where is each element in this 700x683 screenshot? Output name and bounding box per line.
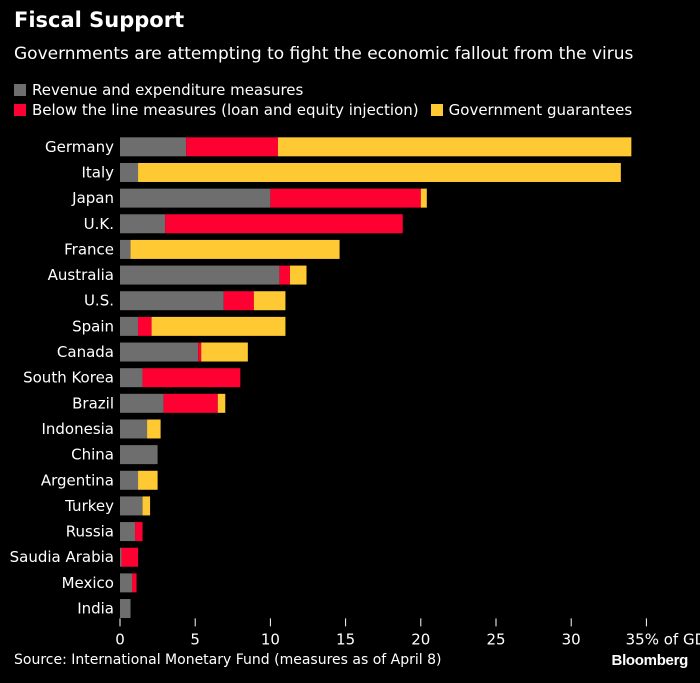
bar-germany-below-line [186,137,278,157]
legend-row-2: Below the line measures (loan and equity… [14,101,644,119]
bar-u-k-below-line [165,214,403,234]
x-tick-label-20: 20 [411,630,430,648]
category-label-italy: Italy [81,163,114,181]
bar-canada-below-line [198,342,202,362]
bar-spain-guarantees [151,316,286,336]
legend-item-guarantees: Government guarantees [430,101,633,119]
bar-u-s-below-line [223,291,254,311]
x-tick-label-25: 25 [486,630,505,648]
bar-australia-revenue [120,265,280,285]
bar-argentina-revenue [120,470,139,490]
source-note: Source: International Monetary Fund (mea… [14,652,442,668]
category-label-saudia-arabia: Saudia Arabia [10,548,114,566]
bar-mexico-below-line [132,573,137,593]
bar-india-revenue [120,599,131,619]
bar-italy-guarantees [138,162,621,182]
bar-u-s-revenue [120,291,224,311]
legend-row-1: Revenue and expenditure measures [14,81,315,99]
bar-saudia-arabia-revenue [120,547,122,567]
bar-brazil-below-line [163,393,218,413]
category-label-russia: Russia [66,523,114,541]
category-label-argentina: Argentina [41,471,114,489]
bar-indonesia-guarantees [147,419,161,439]
category-label-turkey: Turkey [64,497,114,515]
bar-u-k-revenue [120,214,166,234]
bar-mexico-revenue [120,573,133,593]
category-label-u-k: U.K. [84,215,114,233]
legend-swatch-below-line [14,104,26,116]
bloomberg-logo: Bloomberg [611,652,689,669]
legend-swatch-guarantees [430,104,443,116]
category-label-u-s: U.S. [84,292,114,310]
category-label-japan: Japan [71,189,114,207]
bar-brazil-guarantees [217,393,226,413]
bar-indonesia-revenue [120,419,148,439]
legend-label-below-line: Below the line measures (loan and equity… [32,101,419,119]
bar-germany-revenue [120,137,187,157]
bar-france-revenue [120,239,131,259]
category-label-brazil: Brazil [72,394,114,412]
x-tick-label-0: 0 [115,630,125,648]
legend-label-guarantees: Government guarantees [448,101,633,119]
bar-japan-guarantees [420,188,427,208]
legend-item-below-line: Below the line measures (loan and equity… [14,101,419,119]
bar-russia-below-line [135,522,143,542]
category-label-spain: Spain [72,317,114,335]
x-tick-label-30: 30 [562,630,581,648]
category-label-china: China [71,446,114,464]
bar-canada-guarantees [201,342,248,362]
x-tick-label-10: 10 [261,630,280,648]
bar-germany-guarantees [277,137,632,157]
bar-france-guarantees [130,239,340,259]
category-label-australia: Australia [48,266,114,284]
bar-australia-below-line [279,265,290,285]
bar-spain-below-line [138,316,152,336]
category-label-france: France [64,240,114,258]
legend-swatch-revenue [14,84,26,96]
bar-saudia-arabia-below-line [121,547,139,567]
category-label-mexico: Mexico [62,574,114,592]
bar-u-s-guarantees [253,291,286,311]
bar-brazil-revenue [120,393,164,413]
bar-south-korea-below-line [142,368,241,388]
bar-russia-revenue [120,522,136,542]
bar-japan-revenue [120,188,271,208]
bar-turkey-guarantees [142,496,151,516]
bar-italy-revenue [120,162,139,182]
category-label-south-korea: South Korea [23,369,114,387]
category-label-india: India [77,600,114,618]
legend-label-revenue: Revenue and expenditure measures [32,81,304,99]
chart-subtitle: Governments are attempting to fight the … [14,44,634,64]
bar-canada-revenue [120,342,199,362]
bar-argentina-guarantees [138,470,158,490]
category-label-canada: Canada [57,343,114,361]
category-label-indonesia: Indonesia [41,420,114,438]
chart-title: Fiscal Support [14,8,185,32]
bar-south-korea-revenue [120,368,143,388]
legend-item-revenue: Revenue and expenditure measures [14,81,303,99]
x-axis-label: 35% of GDP [626,630,700,648]
category-label-germany: Germany [45,138,114,156]
bar-turkey-revenue [120,496,143,516]
x-tick-label-5: 5 [190,630,200,648]
bar-australia-guarantees [289,265,307,285]
bar-china-revenue [120,445,158,465]
bar-japan-below-line [270,188,421,208]
bar-spain-revenue [120,316,139,336]
x-tick-label-15: 15 [336,630,355,648]
